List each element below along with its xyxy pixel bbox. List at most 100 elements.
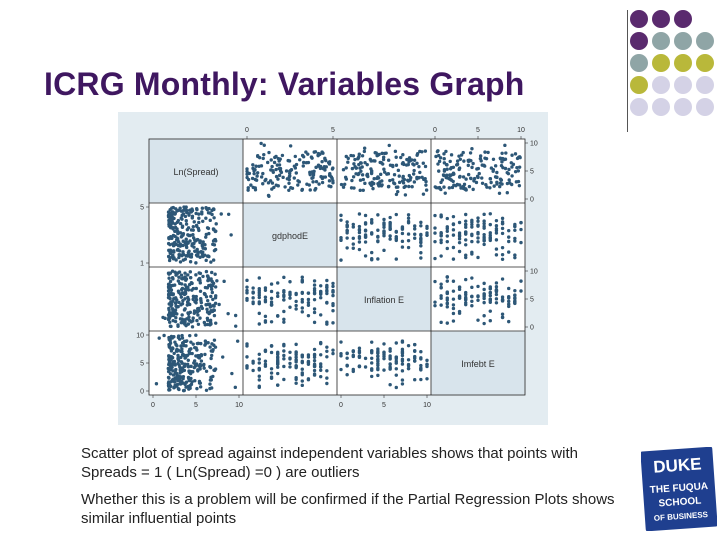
data-point (339, 182, 344, 187)
data-point (181, 374, 186, 379)
data-point (176, 323, 180, 327)
data-point (208, 318, 213, 323)
data-point (476, 240, 480, 244)
data-point (513, 296, 517, 300)
data-point (173, 222, 177, 226)
data-point (357, 152, 361, 156)
data-point (394, 373, 398, 377)
data-point (420, 150, 424, 154)
data-point (331, 281, 335, 286)
data-point (201, 219, 205, 223)
data-point (200, 206, 205, 210)
data-point (482, 242, 486, 247)
data-point (191, 224, 195, 229)
data-point (259, 175, 264, 179)
axis-tick-label: 10 (517, 127, 525, 134)
data-point (494, 285, 499, 289)
data-point (185, 317, 189, 321)
data-point (269, 375, 274, 379)
data-point (269, 344, 274, 348)
data-point (197, 379, 202, 384)
data-point (475, 174, 480, 179)
data-point (370, 351, 374, 355)
data-point (306, 378, 311, 382)
data-point (166, 210, 171, 214)
data-point (163, 316, 167, 321)
data-point (288, 305, 292, 309)
data-point (167, 258, 172, 263)
data-point (169, 211, 174, 215)
data-point (184, 219, 188, 223)
data-point (280, 153, 285, 158)
data-point (425, 377, 429, 381)
data-point (419, 357, 423, 361)
data-point (277, 166, 281, 171)
data-point (360, 154, 365, 158)
data-point (214, 294, 218, 298)
data-point (400, 231, 405, 236)
data-point (170, 365, 174, 369)
data-point (181, 258, 186, 262)
data-point (261, 171, 265, 176)
data-point (447, 186, 452, 190)
data-point (300, 360, 304, 365)
data-point (494, 253, 499, 257)
data-point (331, 302, 335, 306)
data-point (287, 159, 292, 163)
data-point (464, 177, 468, 181)
data-point (393, 149, 398, 154)
data-point (210, 353, 214, 358)
data-point (442, 185, 446, 189)
data-point (331, 293, 335, 298)
data-point (482, 232, 486, 237)
data-point (445, 290, 449, 294)
bullet-2: Whether this is a problem will be confir… (81, 491, 615, 527)
data-point (331, 290, 335, 294)
data-point (247, 171, 252, 176)
data-point (470, 294, 474, 299)
data-point (331, 348, 335, 352)
data-point (170, 355, 174, 359)
data-point (464, 290, 468, 295)
data-point (282, 320, 286, 324)
data-point (357, 364, 362, 369)
data-point (339, 213, 343, 218)
data-point (173, 296, 177, 301)
data-point (319, 364, 323, 369)
data-point (492, 184, 496, 188)
data-point (197, 356, 202, 360)
data-point (384, 151, 388, 155)
data-point (182, 388, 186, 393)
data-point (209, 356, 213, 361)
data-point (382, 342, 386, 346)
data-point (507, 302, 511, 306)
data-point (312, 363, 317, 367)
data-point (351, 367, 355, 372)
data-point (439, 303, 443, 307)
data-point (309, 155, 314, 159)
data-point (282, 377, 286, 382)
data-point (454, 183, 458, 188)
data-point (406, 213, 411, 217)
data-point (176, 218, 181, 223)
data-point (176, 289, 181, 293)
data-point (325, 369, 329, 373)
data-point (391, 178, 395, 182)
data-point (184, 245, 189, 250)
data-point (445, 234, 449, 238)
data-point (488, 236, 492, 240)
data-point (345, 246, 349, 250)
data-point (513, 293, 517, 298)
data-point (282, 317, 286, 322)
data-point (394, 230, 398, 234)
data-point (207, 283, 211, 288)
data-point (387, 143, 391, 148)
decor-dot (674, 54, 692, 72)
data-point (267, 150, 271, 155)
data-point (351, 242, 355, 246)
data-point (255, 174, 259, 178)
axis-tick-label: 0 (151, 402, 155, 409)
data-point (509, 161, 513, 165)
data-point (263, 349, 268, 354)
data-point (439, 320, 443, 325)
